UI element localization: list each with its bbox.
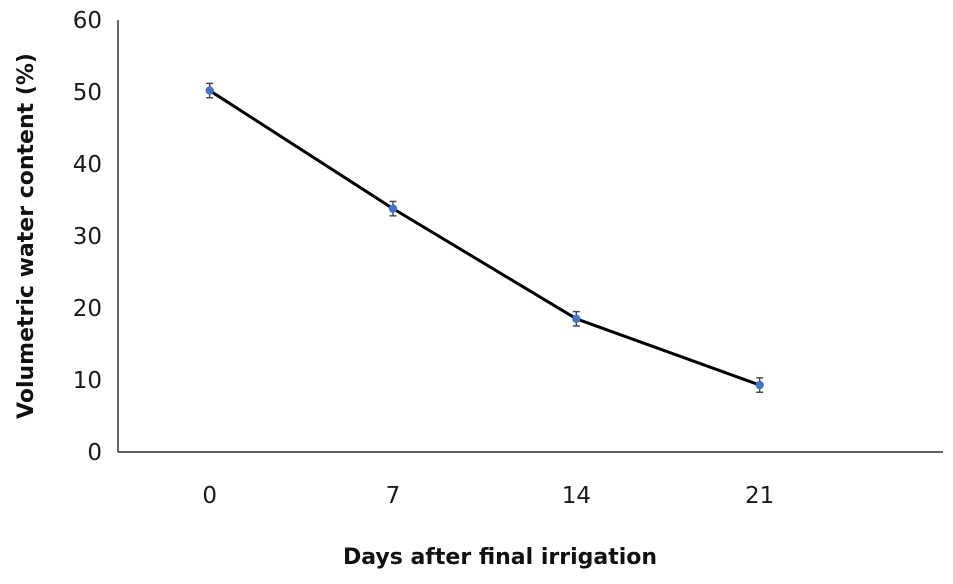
y-axis-title: Volumetric water content (%) [14, 53, 39, 419]
y-tick-label: 50 [73, 80, 102, 106]
y-tick-label: 40 [73, 152, 102, 178]
y-tick-label: 20 [73, 296, 102, 322]
data-point [755, 380, 764, 390]
x-tick-label: 0 [202, 483, 217, 509]
x-tick-label: 21 [745, 483, 774, 509]
series-line [208, 89, 761, 387]
y-tick-label: 30 [73, 224, 102, 250]
data-point [205, 86, 214, 95]
x-axis-ticks: 0 7 14 21 [202, 483, 774, 509]
data-point [572, 314, 581, 323]
x-axis-title: Days after final irrigation [343, 545, 657, 570]
y-tick-label: 0 [87, 440, 102, 466]
x-tick-label: 7 [386, 483, 401, 509]
y-axis-ticks: 0 10 20 30 40 50 60 [73, 8, 102, 466]
series-group [205, 82, 764, 393]
data-point [388, 204, 398, 213]
y-tick-label: 10 [73, 368, 102, 394]
y-tick-label: 60 [73, 8, 102, 34]
x-tick-label: 14 [562, 483, 591, 509]
